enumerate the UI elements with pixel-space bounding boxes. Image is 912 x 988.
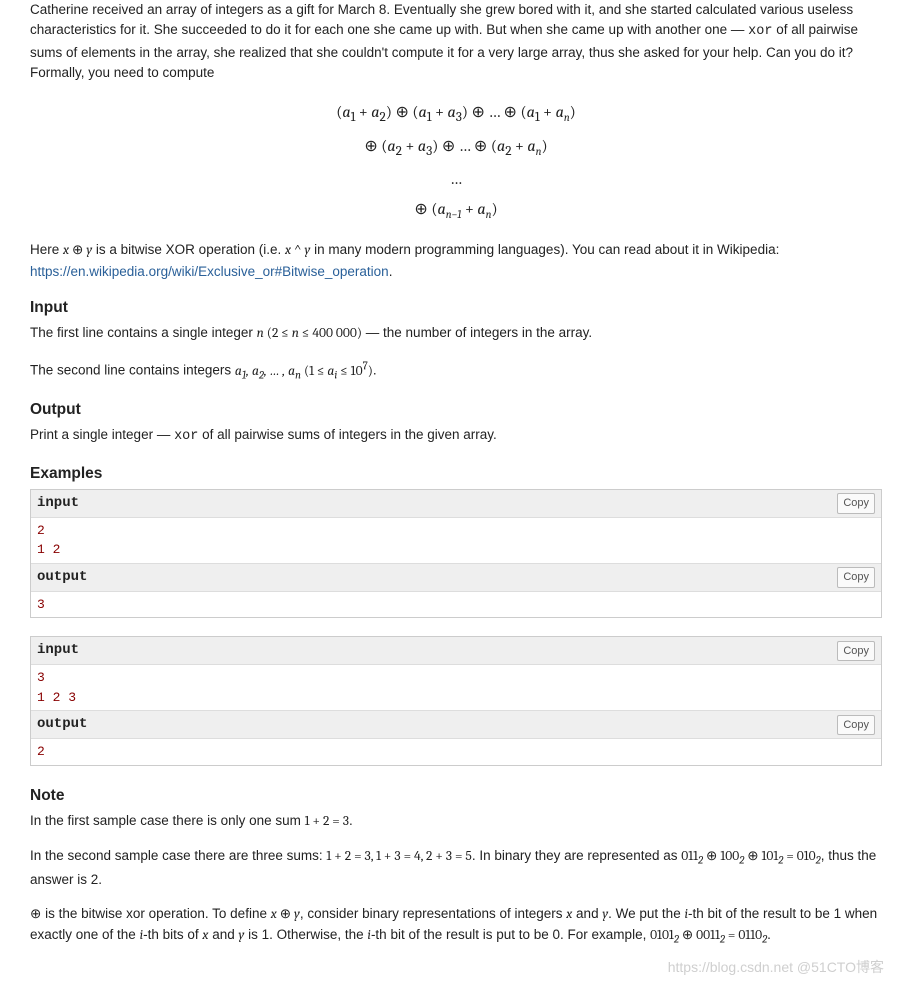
note-p2: In the second sample case there are thre… xyxy=(30,846,882,889)
copy-button[interactable]: Copy xyxy=(837,567,875,588)
intro-paragraph: Catherine received an array of integers … xyxy=(30,0,882,83)
example-1: input Copy 2 1 2 output Copy 3 xyxy=(30,489,882,619)
copy-button[interactable]: Copy xyxy=(837,641,875,662)
note-p3: ⊕ is the bitwise xor operation. To defin… xyxy=(30,904,882,948)
intro-formally: Formally, you need to compute xyxy=(30,65,214,80)
example-input-body: 3 1 2 3 xyxy=(31,665,881,710)
copy-button[interactable]: Copy xyxy=(837,715,875,736)
main-formula: (a1 + a2) ⊕ (a1 + a3) ⊕ … ⊕ (a1 + an) ⊕ … xyxy=(30,97,882,226)
example-output-header: output Copy xyxy=(31,710,881,739)
xor-description: Here x ⊕ y is a bitwise XOR operation (i… xyxy=(30,240,882,282)
example-output-body: 3 xyxy=(31,592,881,618)
note-heading: Note xyxy=(30,784,882,807)
input-line2: The second line contains integers a1, a2… xyxy=(30,358,882,384)
example-2: input Copy 3 1 2 3 output Copy 2 xyxy=(30,636,882,766)
example-input-header: input Copy xyxy=(31,490,881,518)
example-output-header: output Copy xyxy=(31,563,881,592)
output-line: Print a single integer — xor of all pair… xyxy=(30,425,882,447)
input-line1: The first line contains a single integer… xyxy=(30,323,882,344)
example-input-header: input Copy xyxy=(31,637,881,665)
examples-heading: Examples xyxy=(30,462,882,485)
watermark: https://blog.csdn.net @51CTO博客 xyxy=(668,957,884,978)
intro-code-xor: xor xyxy=(748,24,772,39)
note-p1: In the first sample case there is only o… xyxy=(30,811,882,832)
input-heading: Input xyxy=(30,296,882,319)
intro-text-a: Catherine received an array of integers … xyxy=(30,2,853,37)
output-heading: Output xyxy=(30,398,882,421)
example-input-body: 2 1 2 xyxy=(31,518,881,563)
wikipedia-link[interactable]: https://en.wikipedia.org/wiki/Exclusive_… xyxy=(30,264,389,279)
example-output-body: 2 xyxy=(31,739,881,765)
copy-button[interactable]: Copy xyxy=(837,493,875,514)
